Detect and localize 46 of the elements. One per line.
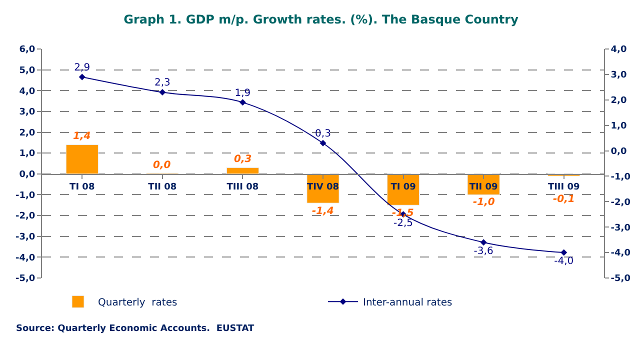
data-label: 1,4 [73, 131, 91, 142]
data-label: -0,1 [553, 194, 575, 205]
x-tick-label: TIV 08 [306, 182, 340, 193]
y-tick-label: 6,0 [19, 45, 36, 56]
y-tick-label: 0,0 [19, 170, 36, 180]
legend-label: Inter-annual rates [363, 298, 452, 309]
x-tick-label: TI 08 [70, 182, 95, 193]
data-label: -3,6 [474, 246, 494, 258]
x-tick-label: TIII 09 [548, 182, 580, 193]
y2-tick-label: 4,0 [610, 45, 627, 56]
data-label: 2,3 [154, 78, 170, 89]
legend-label: Quarterly rates [98, 298, 178, 309]
y-tick-label: -2,0 [16, 212, 36, 222]
source-note: Source: Quarterly Economic Accounts. EUSTAT [16, 324, 255, 334]
y-tick-label: 5,0 [19, 66, 36, 76]
data-label: 0,0 [153, 160, 171, 171]
data-label: -4,0 [554, 256, 574, 268]
data-label: 2,9 [74, 62, 90, 74]
x-tick-label: TI 09 [390, 182, 416, 193]
y2-tick-label: 0,0 [610, 146, 627, 157]
data-label: 1,9 [234, 88, 251, 99]
y2-tick-label: -2,0 [610, 198, 630, 208]
chart-title: Graph 1. GDP m/p. Growth rates. (%). The Basque Country [124, 12, 519, 27]
y-tick-label: 3,0 [19, 108, 36, 118]
y2-tick-label: 1,0 [610, 121, 627, 132]
y-tick-label: -5,0 [16, 274, 36, 284]
y-tick-label: 1,0 [19, 149, 36, 160]
y-tick-label: -3,0 [16, 232, 36, 243]
data-label: -1,4 [312, 206, 334, 217]
x-tick-label: TII 09 [469, 182, 498, 193]
y-tick-label: -1,0 [16, 190, 36, 201]
y-tick-label: 4,0 [19, 86, 36, 97]
y2-tick-label: 2,0 [610, 96, 627, 106]
x-tick-label: TII 08 [148, 182, 177, 193]
data-label: -2,5 [394, 218, 414, 230]
y2-tick-label: 3,0 [610, 70, 627, 81]
y2-tick-label: -3,0 [610, 223, 630, 234]
data-label: 0,3 [234, 154, 252, 165]
y2-tick-label: -5,0 [610, 274, 630, 284]
data-label: 0,3 [315, 128, 331, 140]
data-label: -1,0 [473, 197, 495, 208]
y2-tick-label: -1,0 [610, 172, 630, 182]
y2-tick-label: -4,0 [610, 248, 630, 259]
y-tick-label: 2,0 [19, 128, 36, 138]
x-tick-label: TIII 08 [226, 182, 259, 193]
y-tick-label: -4,0 [16, 253, 36, 264]
